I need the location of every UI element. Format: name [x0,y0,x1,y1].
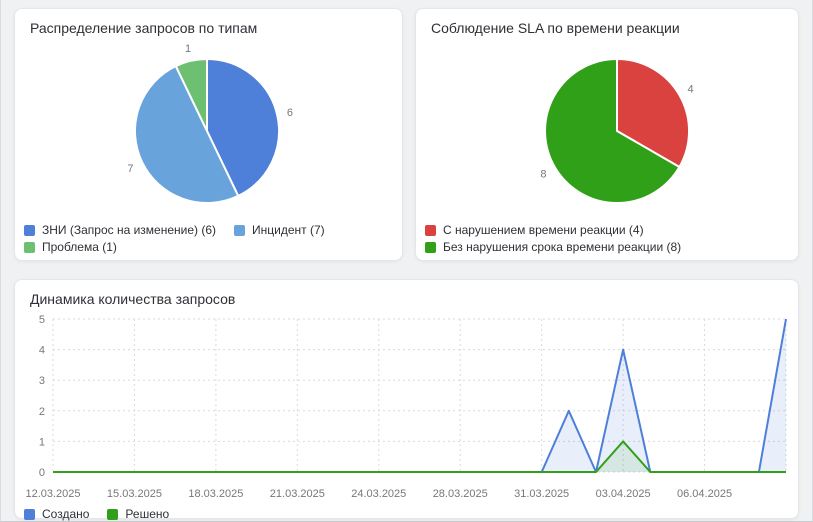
svg-text:0: 0 [39,467,45,479]
svg-text:06.04.2025: 06.04.2025 [677,488,732,500]
svg-text:15.03.2025: 15.03.2025 [107,488,162,500]
chart-title-sla: Соблюдение SLA по времени реакции [431,20,680,36]
legend-swatch-zni [24,224,35,236]
legend-item-not-violated[interactable]: Без нарушения срока времени реакции (8) [425,240,681,254]
legend-item-incident[interactable]: Инцидент (7) [234,223,325,237]
legend-swatch-incident [234,224,246,236]
svg-text:3: 3 [39,375,45,387]
svg-text:28.03.2025: 28.03.2025 [433,488,488,500]
line-chart-dynamics[interactable]: 0 1 2 3 4 5 12.03.2025 15.03.2025 18.03.2025 21.0… [15,310,798,510]
pie-chart-requests-by-type[interactable]: 6 7 1 [15,39,402,221]
svg-text:21.03.2025: 21.03.2025 [270,488,325,500]
card-request-dynamics: Динамика количества запросов 0 1 2 3 4 5 12.03… [14,279,799,521]
svg-text:12.03.2025: 12.03.2025 [25,488,80,500]
legend-label-violated: С нарушением времени реакции (4) [443,223,644,237]
legend-item-zni[interactable]: ЗНИ (Запрос на изменение) (6) [24,223,216,237]
legend-label-not-violated: Без нарушения срока времени реакции (8) [443,240,682,254]
chart-title-dynamics: Динамика количества запросов [30,291,236,307]
legend-label-problem: Проблема (1) [42,240,117,254]
svg-text:31.03.2025: 31.03.2025 [514,488,569,500]
svg-text:03.04.2025: 03.04.2025 [596,488,651,500]
legend-swatch-created [24,508,35,520]
legend-label-zni: ЗНИ (Запрос на изменение) (6) [42,223,217,237]
legend-sla: С нарушением времени реакции (4) Без нар… [425,223,790,254]
legend-item-problem[interactable]: Проблема (1) [24,240,117,254]
legend-swatch-problem [24,241,35,253]
legend-label-resolved: Решено [125,507,170,521]
svg-text:2: 2 [39,406,45,418]
svg-text:4: 4 [688,84,694,96]
legend-requests-by-type: ЗНИ (Запрос на изменение) (6) Инцидент (… [24,223,394,254]
pie-chart-sla[interactable]: 48 [416,39,798,221]
svg-text:24.03.2025: 24.03.2025 [351,488,406,500]
svg-text:5: 5 [39,314,45,326]
svg-text:6: 6 [287,107,293,119]
svg-text:1: 1 [185,43,191,55]
legend-dynamics: Создано Решено [24,507,790,521]
legend-swatch-not-violated [425,241,436,253]
svg-text:7: 7 [127,163,133,175]
svg-text:8: 8 [540,169,546,181]
legend-label-created: Создано [42,507,90,521]
svg-text:4: 4 [39,345,45,357]
card-requests-by-type: Распределение запросов по типам 6 7 1 ЗНИ … [14,8,403,261]
legend-item-violated[interactable]: С нарушением времени реакции (4) [425,223,644,237]
legend-swatch-resolved [107,508,119,520]
legend-item-created[interactable]: Создано [24,507,89,521]
svg-text:18.03.2025: 18.03.2025 [188,488,243,500]
legend-label-incident: Инцидент (7) [252,223,325,237]
chart-title-requests-by-type: Распределение запросов по типам [30,20,258,36]
legend-swatch-violated [425,224,436,236]
svg-text:1: 1 [39,436,45,448]
legend-item-resolved[interactable]: Решено [107,507,169,521]
